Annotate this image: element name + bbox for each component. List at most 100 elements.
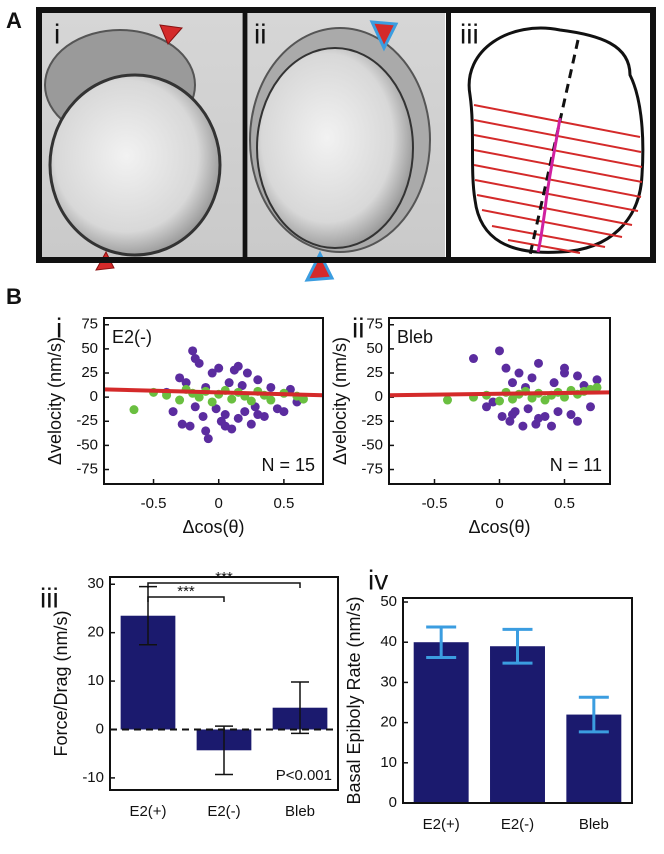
panel-label: iii [40,582,59,613]
point [175,373,185,383]
x-tick-label: 0.5 [273,495,294,512]
image-label: ii [254,18,266,49]
y-tick-label: 30 [87,575,104,592]
bar [490,646,545,803]
y-tick-label: 20 [380,714,397,731]
plot-frame [388,317,611,485]
y-tick-label: 40 [380,633,397,650]
error-bar [578,695,609,734]
point [175,395,185,405]
point [495,396,504,406]
point [253,375,263,385]
point [240,407,250,417]
plot-frame [402,597,633,804]
n-label: N = 15 [261,455,315,475]
y-tick-label: 20 [87,624,104,641]
point [185,421,195,431]
point [553,407,563,417]
x-axis-label: Δcos(θ) [182,517,244,537]
point [233,413,243,423]
point [253,410,263,420]
significance-bracket [147,596,225,602]
point [495,346,504,356]
image-label: iii [460,18,479,49]
point [129,405,139,415]
point [549,378,559,388]
y-axis-label: Δvelocity (nm/s) [330,337,350,465]
plot-frame [109,576,339,791]
point [224,378,234,388]
point [469,354,478,364]
point [285,384,295,394]
x-axis-label: Δcos(θ) [468,517,530,537]
x-tick-label: E2(-) [501,816,534,833]
point [203,434,213,444]
y-tick-label: -25 [76,412,98,429]
y-tick-label: 0 [96,720,104,737]
panel-label: ii [352,312,364,343]
y-tick-label: 50 [380,593,397,610]
point [227,394,237,404]
point [573,371,582,381]
point [194,392,204,402]
y-tick-label: -50 [76,436,98,453]
point [190,402,200,412]
point [298,394,308,404]
point [586,402,595,412]
x-tick-label: -0.5 [422,495,448,512]
point [214,363,224,373]
p-value: P<0.001 [276,767,332,784]
point [573,416,582,426]
point [181,378,191,388]
y-tick-label: 25 [81,364,98,381]
panel-label: A [6,8,22,33]
significance-label: *** [177,583,195,600]
bar [413,642,469,803]
n-label: N = 11 [550,455,602,475]
point [566,410,576,420]
y-tick-label: 50 [366,340,383,357]
y-tick-label: 0 [389,794,397,811]
condition-label: Bleb [397,327,433,347]
y-tick-label: 10 [87,672,104,689]
error-bar [215,725,233,776]
x-tick-label: E2(+) [423,816,460,833]
image-label: i [54,18,60,49]
point [242,368,252,378]
point [527,393,537,403]
point [540,395,550,405]
y-tick-label: -50 [361,436,383,453]
point [207,368,217,378]
x-tick-label: Bleb [285,803,315,820]
point [190,354,200,364]
y-tick-label: -75 [361,460,383,477]
point [501,363,511,373]
point [534,358,543,368]
point [211,404,221,414]
point [220,410,230,420]
point [508,394,517,404]
point [508,410,517,420]
point [592,375,602,385]
point [523,404,533,414]
point [237,381,247,391]
point [497,411,507,421]
point [246,396,256,406]
y-tick-label: 75 [81,316,98,333]
y-axis-label: Force/Drag (nm/s) [51,610,71,756]
y-axis-label: Basal Epiboly Rate (nm/s) [344,596,364,804]
significance-bracket [147,582,301,588]
point [279,407,289,417]
point [220,421,230,431]
plot-frame [103,317,324,485]
point [592,382,602,392]
point [168,407,178,417]
y-tick-label: -10 [82,769,104,786]
point [443,395,452,405]
point [188,346,198,356]
x-tick-label: E2(+) [129,803,166,820]
point [505,416,515,426]
image-panel [36,7,656,282]
point [266,382,276,392]
x-tick-label: 0.5 [554,495,575,512]
